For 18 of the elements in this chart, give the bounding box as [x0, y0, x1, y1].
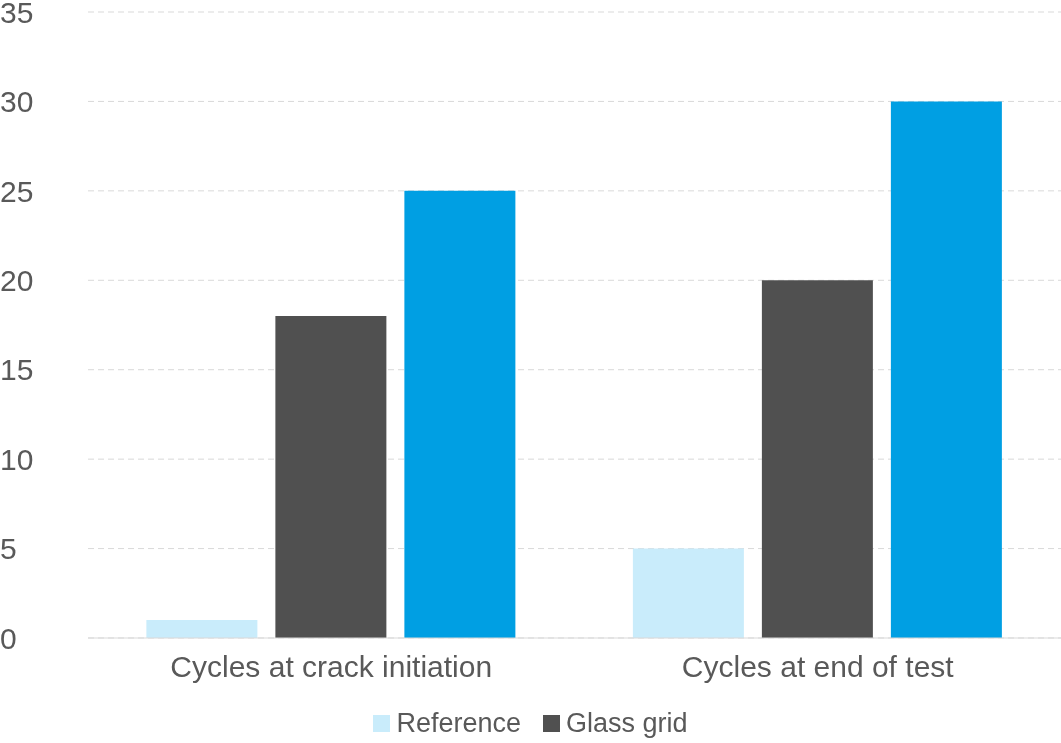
bar: [404, 190, 516, 638]
y-tick-label: 25: [0, 174, 34, 208]
y-tick-label: 20: [0, 263, 34, 297]
y-tick-label: 5: [0, 532, 17, 566]
x-tick-label: Cycles at crack initiation: [170, 650, 493, 684]
y-tick-label: 30: [0, 85, 34, 119]
legend-label: Glass grid: [565, 708, 688, 739]
bar: [632, 548, 744, 638]
bar: [890, 101, 1002, 638]
x-tick-label: Cycles at end of test: [681, 650, 955, 684]
bar: [761, 280, 873, 638]
y-tick-label: 15: [0, 353, 34, 387]
legend-label: Reference: [395, 708, 522, 739]
bar: [146, 620, 258, 638]
y-tick-label: 35: [0, 0, 34, 29]
y-tick-label: 10: [0, 442, 34, 476]
y-tick-label: 0: [0, 621, 17, 655]
bar: [275, 316, 387, 638]
